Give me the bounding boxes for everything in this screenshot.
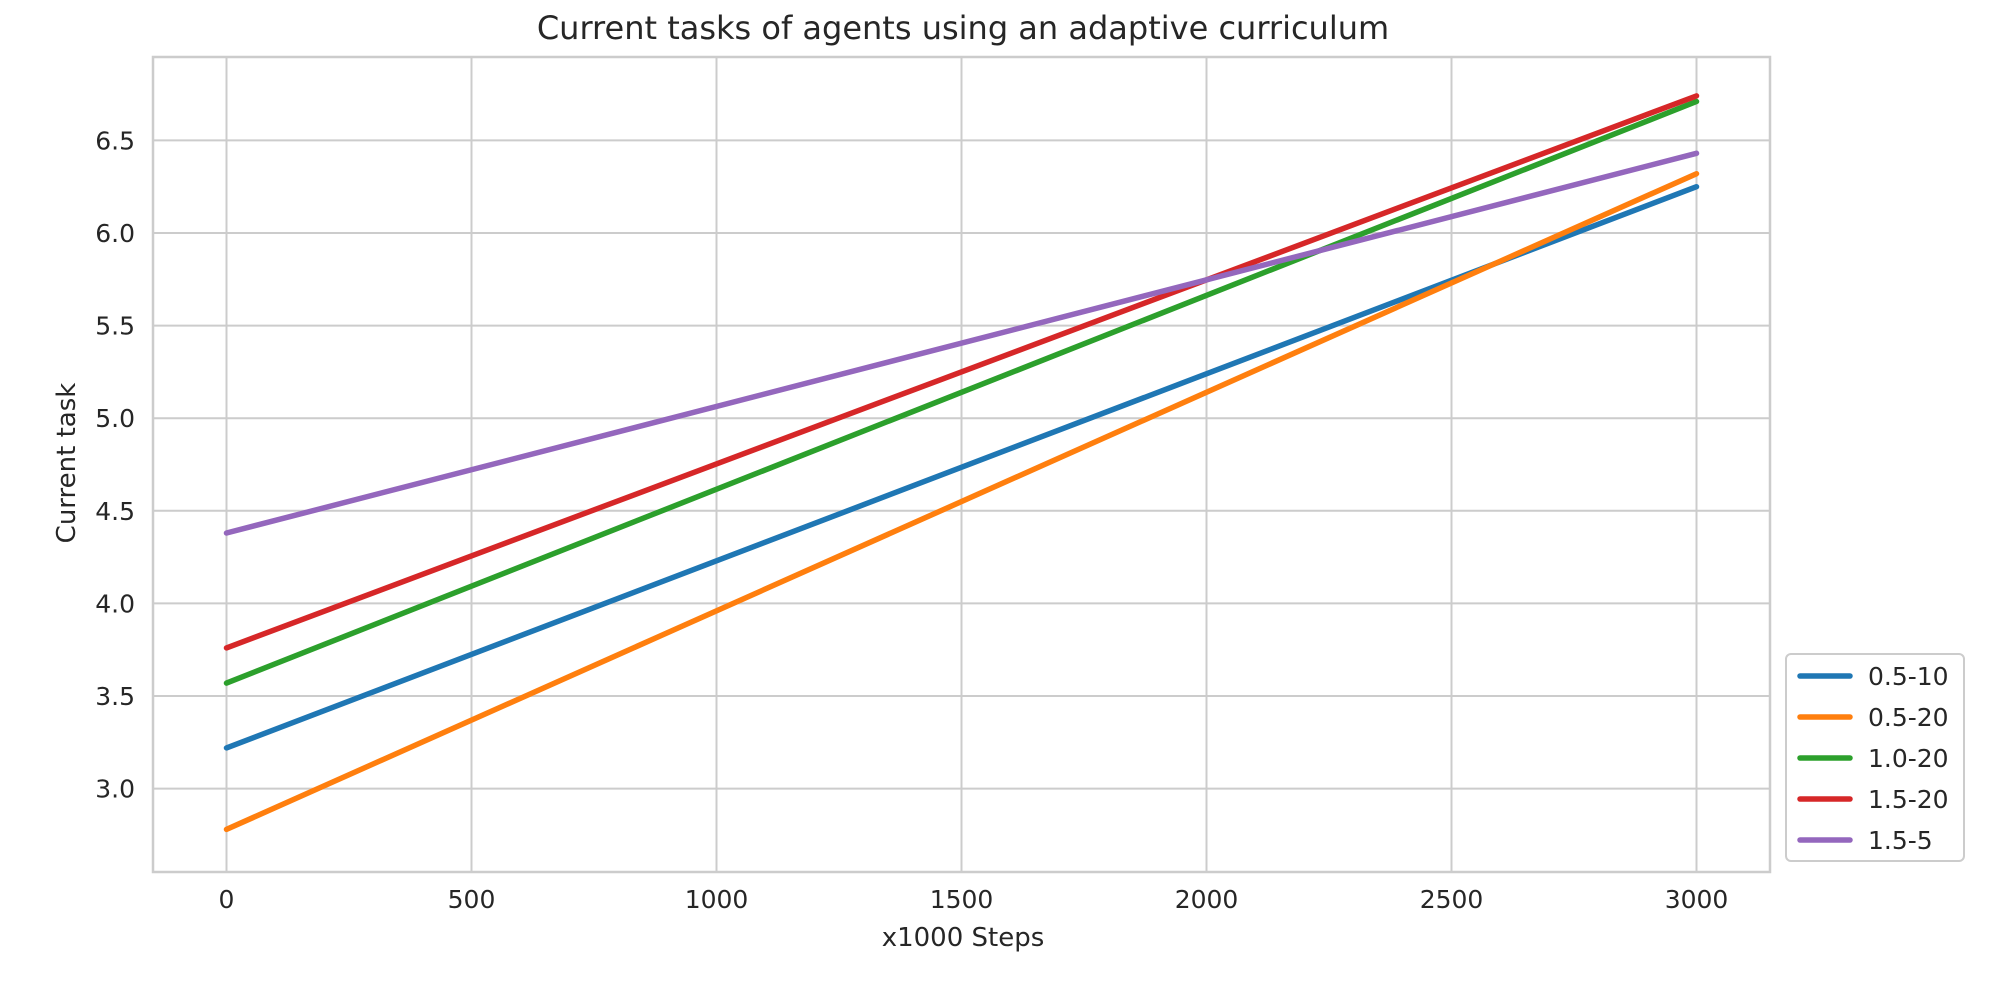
series-line-0.5-20	[223, 170, 1700, 833]
legend-label: 0.5-10	[1868, 662, 1949, 691]
y-tick-label: 5.0	[95, 404, 135, 433]
series-line-1.5-5	[223, 150, 1700, 536]
x-tick-label: 2500	[1420, 885, 1484, 914]
x-tick-label: 500	[448, 885, 496, 914]
x-tick-labels: 0 500 1000 1500 2000 2500 3000	[219, 885, 1729, 914]
grid	[153, 57, 1770, 872]
y-tick-label: 3.0	[95, 775, 135, 804]
legend-label: 1.5-20	[1868, 785, 1949, 814]
y-tick-label: 6.0	[95, 219, 135, 248]
y-tick-label: 3.5	[95, 682, 135, 711]
x-axis-label: x1000 Steps	[882, 923, 1045, 953]
y-axis-label: Current task	[52, 383, 82, 544]
legend: 0.5-10 0.5-20 1.0-20 1.5-20 1.5-5	[1785, 653, 1965, 862]
legend-label: 1.5-5	[1868, 826, 1933, 855]
x-tick-label: 2000	[1175, 885, 1239, 914]
y-tick-label: 6.5	[95, 126, 135, 155]
x-tick-label: 1500	[930, 885, 994, 914]
legend-box	[1785, 653, 1965, 862]
y-tick-label: 4.0	[95, 589, 135, 618]
series-lines	[223, 93, 1700, 833]
plot-frame	[151, 55, 1772, 874]
y-tick-label: 5.5	[95, 312, 135, 341]
x-tick-label: 3000	[1665, 885, 1729, 914]
series-line-1.5-20	[223, 93, 1700, 651]
x-tick-label: 0	[219, 885, 235, 914]
x-tick-label: 1000	[685, 885, 749, 914]
y-tick-label: 4.5	[95, 497, 135, 526]
series-line-1.0-20	[223, 98, 1700, 686]
y-tick-labels: 3.0 3.5 4.0 4.5 5.0 5.5 6.0 6.5	[95, 126, 135, 803]
chart-title: Current tasks of agents using an adaptiv…	[537, 9, 1389, 47]
legend-label: 0.5-20	[1868, 703, 1949, 732]
legend-label: 1.0-20	[1868, 744, 1949, 773]
